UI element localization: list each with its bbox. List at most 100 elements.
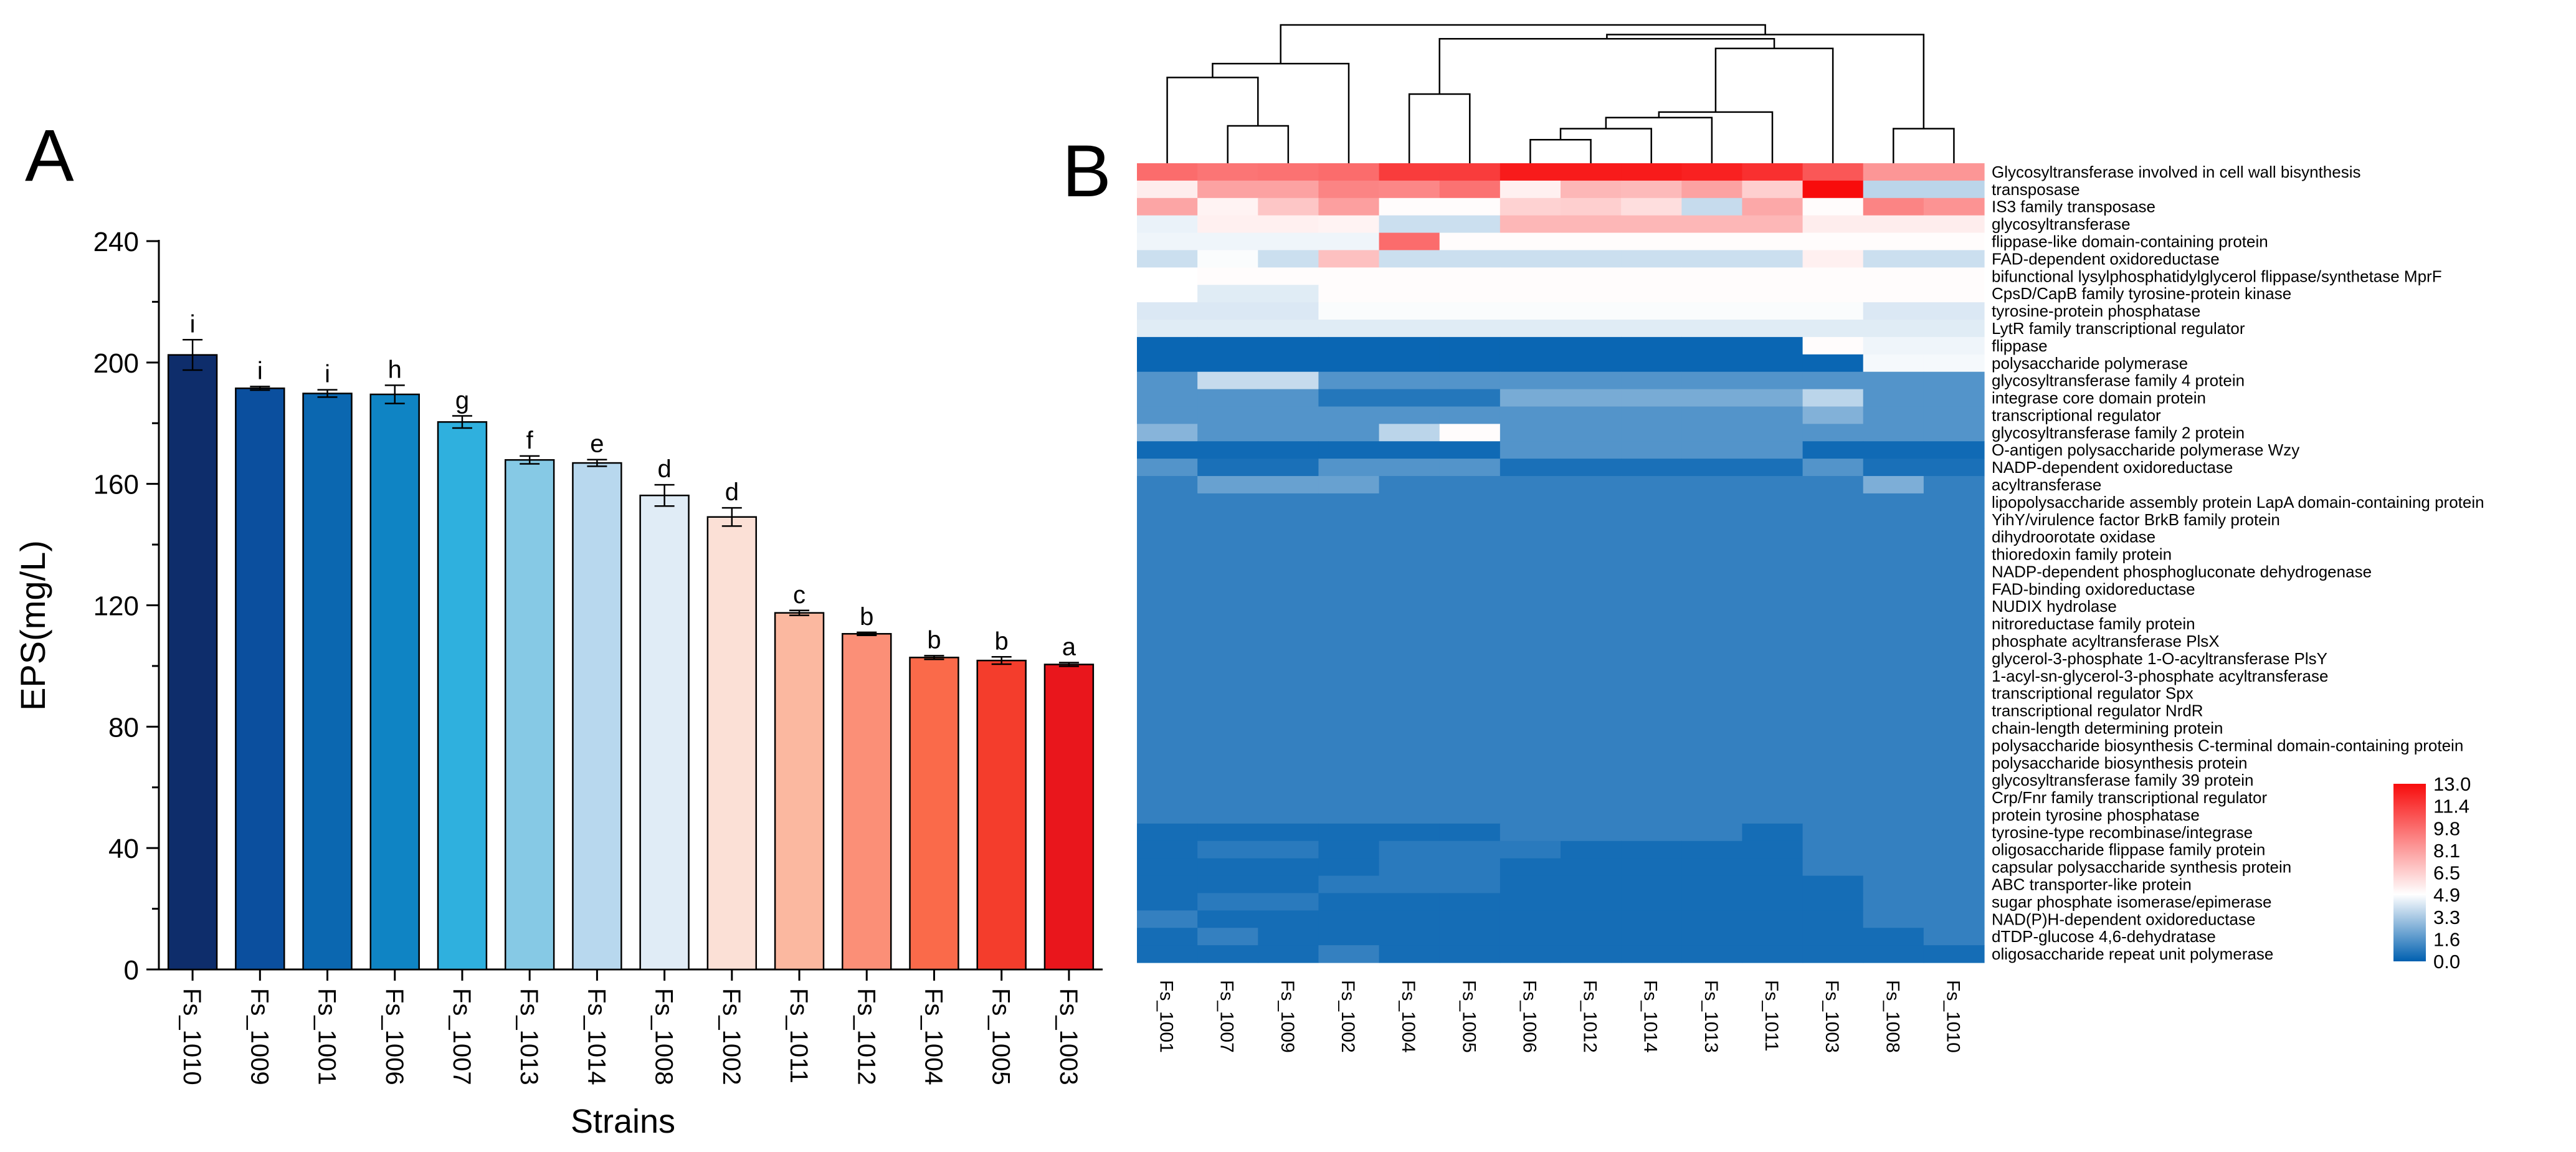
heatmap-cell xyxy=(1137,928,1198,946)
heatmap-cell xyxy=(1258,180,1319,199)
heatmap-cell xyxy=(1681,354,1743,373)
heatmap-cell xyxy=(1923,806,1985,824)
heatmap-cell xyxy=(1621,823,1682,842)
heatmap-cell xyxy=(1318,615,1380,633)
significance-letter: i xyxy=(325,361,330,388)
bar xyxy=(774,612,825,971)
heatmap-cell xyxy=(1197,528,1258,546)
heatmap-cell xyxy=(1621,459,1682,477)
heatmap-cell xyxy=(1621,545,1682,564)
heatmap-cell xyxy=(1379,736,1440,755)
heatmap-cell xyxy=(1621,702,1682,720)
heatmap-cell xyxy=(1621,424,1682,442)
heatmap-row-label: nitroreductase family protein xyxy=(1992,614,2195,633)
heatmap-cell xyxy=(1197,702,1258,720)
heatmap-cell xyxy=(1742,684,1804,703)
heatmap-cell xyxy=(1621,267,1682,285)
heatmap-column-label: Fs_1009 xyxy=(1277,980,1298,1053)
heatmap-cell xyxy=(1379,563,1440,581)
heatmap-cell xyxy=(1137,736,1198,755)
heatmap-cell xyxy=(1379,858,1440,877)
heatmap-cell xyxy=(1318,563,1380,581)
heatmap-row-label: ABC transporter-like protein xyxy=(1992,875,2192,893)
heatmap-cell xyxy=(1561,789,1622,807)
heatmap-cell xyxy=(1681,285,1743,303)
heatmap-cell xyxy=(1379,649,1440,668)
heatmap-cell xyxy=(1439,736,1501,755)
panel-b-label: B xyxy=(1062,130,1111,212)
heatmap-cell xyxy=(1137,424,1198,442)
heatmap-cell xyxy=(1258,267,1319,285)
heatmap-cell xyxy=(1499,702,1561,720)
heatmap-cell xyxy=(1802,336,1864,355)
heatmap-cell xyxy=(1258,302,1319,320)
colorbar-tick-label: 6.5 xyxy=(2433,862,2460,884)
heatmap-cell xyxy=(1561,493,1622,512)
heatmap-cell xyxy=(1742,893,1804,911)
heatmap-row-label: glycerol-3-phosphate 1-O-acyltransferase… xyxy=(1992,649,2327,668)
heatmap-cell xyxy=(1561,528,1622,546)
dendrogram-branch xyxy=(1658,111,1774,163)
heatmap-cell xyxy=(1561,371,1622,390)
heatmap-cell xyxy=(1621,493,1682,512)
heatmap-cell xyxy=(1137,302,1198,320)
heatmap-row-label: NAD(P)H-dependent oxidoreductase xyxy=(1992,910,2255,928)
heatmap-cell xyxy=(1197,910,1258,928)
heatmap-cell xyxy=(1863,302,1924,320)
heatmap-cell xyxy=(1802,528,1864,546)
heatmap-cell xyxy=(1499,754,1561,772)
heatmap-cell xyxy=(1439,875,1501,894)
heatmap-cell xyxy=(1318,910,1380,928)
heatmap-cell xyxy=(1197,459,1258,477)
heatmap-cell xyxy=(1681,250,1743,268)
heatmap-column-label: Fs_1006 xyxy=(1519,980,1539,1053)
heatmap-cell xyxy=(1561,771,1622,789)
colorbar-tick-label: 11.4 xyxy=(2433,796,2469,817)
heatmap-cell xyxy=(1923,719,1985,738)
heatmap-cell xyxy=(1318,320,1380,338)
heatmap-cell xyxy=(1923,476,1985,494)
heatmap-cell xyxy=(1258,424,1319,442)
heatmap-cell xyxy=(1802,354,1864,373)
heatmap-cell xyxy=(1318,424,1380,442)
heatmap-cell xyxy=(1439,719,1501,738)
heatmap-cell xyxy=(1742,320,1804,338)
heatmap-cell xyxy=(1258,945,1319,963)
heatmap-cell xyxy=(1499,597,1561,616)
heatmap-cell xyxy=(1621,893,1682,911)
heatmap-cell xyxy=(1802,597,1864,616)
heatmap-row-label: IS3 family transposase xyxy=(1992,198,2155,216)
heatmap-cell xyxy=(1621,875,1682,894)
heatmap-row-label: dTDP-glucose 4,6-dehydratase xyxy=(1992,927,2216,946)
heatmap-cell xyxy=(1258,320,1319,338)
heatmap-cell xyxy=(1137,354,1198,373)
heatmap-cell xyxy=(1863,545,1924,564)
heatmap-row-label: glycosyltransferase family 39 protein xyxy=(1992,771,2254,789)
heatmap-row-label: transcriptional regulator Spx xyxy=(1992,684,2193,703)
bar-chart: 0 40 80 120 160 200 240 i Fs_1010 i Fs_1009 i Fs_100… xyxy=(93,227,1103,1085)
heatmap-cell xyxy=(1863,528,1924,546)
heatmap-cell xyxy=(1742,163,1804,181)
heatmap-cell xyxy=(1197,840,1258,859)
heatmap-row-label: chain-length determining protein xyxy=(1992,718,2223,737)
heatmap-cell xyxy=(1621,180,1682,199)
heatmap-cell xyxy=(1318,545,1380,564)
heatmap-cell xyxy=(1499,719,1561,738)
dendrogram-branch xyxy=(1605,117,1713,163)
heatmap-cell xyxy=(1318,232,1380,251)
heatmap-cell xyxy=(1439,250,1501,268)
heatmap-cell xyxy=(1621,910,1682,928)
heatmap-cell xyxy=(1742,354,1804,373)
heatmap-cell xyxy=(1439,441,1501,459)
heatmap-column-label: Fs_1002 xyxy=(1338,980,1358,1053)
heatmap-cell xyxy=(1258,875,1319,894)
error-bar xyxy=(1058,662,1079,667)
heatmap-cell xyxy=(1863,649,1924,668)
heatmap-cell xyxy=(1318,180,1380,199)
bar xyxy=(1043,664,1095,971)
error-bar xyxy=(384,384,405,404)
heatmap-cell xyxy=(1742,424,1804,442)
error-bar xyxy=(587,459,607,467)
heatmap-cell xyxy=(1197,198,1258,216)
heatmap-cell xyxy=(1197,754,1258,772)
